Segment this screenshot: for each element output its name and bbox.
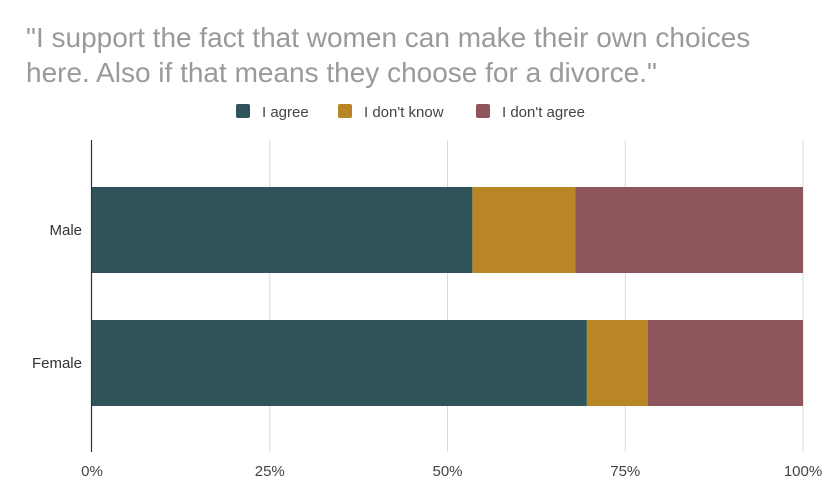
bar-male-i-don-t-agree (575, 187, 803, 273)
legend: I agree I don't know I don't agree (236, 104, 585, 121)
x-tick-labels: 0% 25% 50% 75% 100% (81, 463, 822, 480)
category-labels: Male Female (32, 222, 82, 372)
x-tick-label: 0% (81, 463, 103, 480)
bar-female-i-agree (92, 320, 587, 406)
bar-male-i-don-t-know (472, 187, 576, 273)
legend-swatch-i-don-t-agree (476, 104, 490, 118)
legend-swatch-i-don-t-know (338, 104, 352, 118)
legend-swatch-i-agree (236, 104, 250, 118)
chart-title-line-2: here. Also if that means they choose for… (26, 57, 657, 88)
bar-male-i-agree (92, 187, 473, 273)
legend-label-i-don-t-agree: I don't agree (502, 104, 585, 121)
x-tick-label: 75% (610, 463, 640, 480)
x-tick-label: 25% (255, 463, 285, 480)
x-tick-label: 100% (784, 463, 822, 480)
bars (92, 187, 803, 406)
category-label-male: Male (49, 222, 82, 239)
legend-label-i-don-t-know: I don't know (364, 104, 444, 121)
category-label-female: Female (32, 355, 82, 372)
bar-female-i-don-t-know (586, 320, 649, 406)
x-tick-label: 50% (432, 463, 462, 480)
chart-title-line-1: "I support the fact that women can make … (26, 22, 750, 53)
bar-female-i-don-t-agree (648, 320, 803, 406)
legend-label-i-agree: I agree (262, 104, 309, 121)
